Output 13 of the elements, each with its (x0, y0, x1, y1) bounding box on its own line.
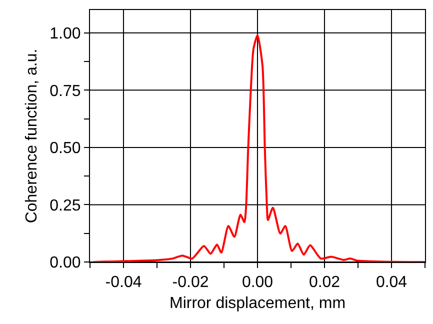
x-tick-label: -0.04 (105, 274, 142, 292)
y-tick-label: 0.75 (50, 82, 81, 100)
x-tick-label: 0.04 (376, 274, 408, 292)
y-tick-label: 1.00 (50, 26, 81, 43)
y-axis-title: Coherence function, a.u. (24, 48, 41, 224)
line-series (92, 34, 425, 262)
x-tick-label: 0.02 (308, 274, 340, 292)
x-tick-label: 0.00 (242, 274, 274, 292)
x-axis-title: Mirror displacement, mm (169, 294, 346, 312)
y-tick-label: 0.00 (50, 254, 81, 272)
y-tick-label: 0.50 (50, 140, 81, 158)
x-tick-label: -0.02 (172, 274, 209, 292)
y-tick-label: 0.25 (50, 197, 81, 214)
